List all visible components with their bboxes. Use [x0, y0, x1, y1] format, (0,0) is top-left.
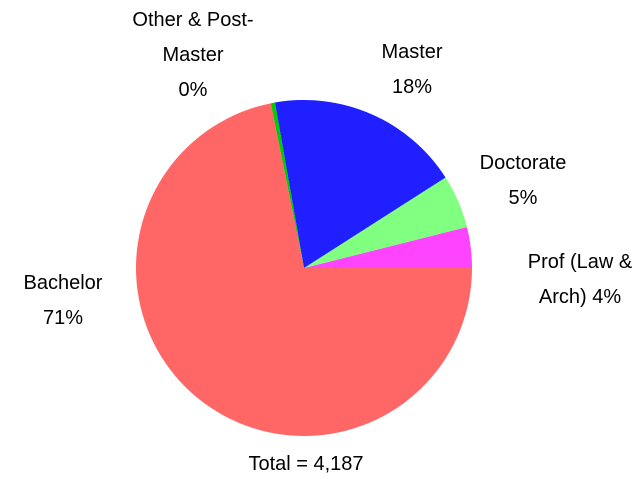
slice-label: Bachelor 71% [3, 266, 123, 336]
slice-label: Doctorate 5% [463, 146, 583, 216]
pie-slice [274, 100, 446, 268]
value-label: 71% [42, 307, 84, 329]
pie-slice [304, 227, 472, 268]
slice-label: Prof (Law & Arch) 4% [522, 245, 636, 315]
slice-label: Other & Post-Master 0% [123, 3, 263, 108]
total-label: Total = 4,187 [248, 453, 364, 475]
category-label: Bachelor [23, 272, 103, 294]
slice-label: Master 18% [352, 35, 472, 105]
category-label: Other & Post-Master [132, 9, 254, 66]
category-label: Doctorate [479, 152, 567, 174]
value-label: 0% [178, 79, 208, 101]
value-label: 4% [592, 286, 622, 308]
pie-slice [270, 102, 304, 268]
pie-slice [135, 103, 472, 436]
category-label: Prof (Law & Arch) [527, 251, 633, 308]
category-label: Master [381, 41, 443, 63]
value-label: 18% [391, 76, 433, 98]
pie-slice [304, 177, 467, 268]
value-label: 5% [508, 187, 538, 209]
